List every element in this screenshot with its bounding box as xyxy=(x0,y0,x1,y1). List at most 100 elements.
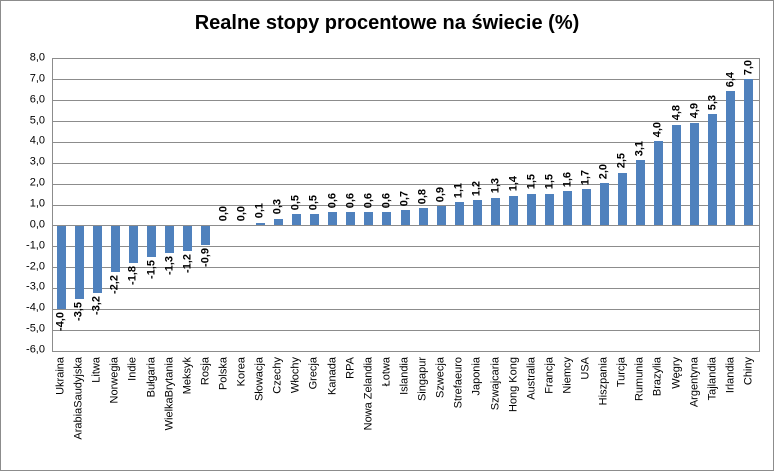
bar-value-label: 0,6 xyxy=(362,193,375,209)
bar xyxy=(328,212,338,225)
category-label: Brazylia xyxy=(652,357,665,397)
category-label: Japonia xyxy=(471,357,484,396)
category-label: Francja xyxy=(543,357,556,394)
bar xyxy=(56,225,66,310)
bar xyxy=(491,197,500,225)
bar xyxy=(255,222,265,225)
category-label: Czechy xyxy=(271,357,284,394)
bar-value-label: 0,5 xyxy=(308,195,321,211)
category-label: Chiny xyxy=(742,357,755,386)
y-tick-label: 3,0 xyxy=(29,155,45,168)
category-label: Korea xyxy=(235,357,248,387)
category-label: RPA xyxy=(344,357,357,379)
bar xyxy=(418,208,428,225)
y-tick-label: -3,0 xyxy=(26,280,45,293)
bar xyxy=(128,225,138,264)
bar-value-label: -1,2 xyxy=(181,253,194,273)
category-label: Norwegia xyxy=(109,357,122,404)
category-label: Australia xyxy=(525,357,538,400)
bar xyxy=(165,225,175,253)
gridline xyxy=(53,204,759,206)
bar-value-label: 1,5 xyxy=(543,174,556,190)
gridline xyxy=(53,267,759,269)
y-tick-label: 6,0 xyxy=(29,93,45,106)
y-tick-label: 4,0 xyxy=(29,134,45,147)
category-label: Nowa Zelandia xyxy=(362,357,375,431)
bar-value-label: 0,0 xyxy=(235,205,248,221)
category-label: Islandia xyxy=(398,357,411,395)
category-label: Łotwa xyxy=(380,357,393,387)
category-label: Szwajcaria xyxy=(489,357,502,411)
gridline xyxy=(53,308,759,310)
bar-value-label: -2,2 xyxy=(109,274,122,294)
bar xyxy=(653,141,663,225)
y-tick-label: 8,0 xyxy=(29,51,45,64)
bar-value-label: -0,9 xyxy=(199,247,212,267)
bar xyxy=(346,212,356,225)
bar xyxy=(635,160,645,225)
bar-value-label: 1,2 xyxy=(471,180,484,196)
bar-value-label: 1,7 xyxy=(579,170,592,186)
category-label: Włochy xyxy=(290,357,303,394)
bar-value-label: 3,1 xyxy=(634,140,647,157)
category-label: Indie xyxy=(127,357,140,381)
y-tick-label: -1,0 xyxy=(26,239,45,252)
bar-value-label: 0,1 xyxy=(253,203,266,219)
bar-value-label: -3,2 xyxy=(90,295,103,315)
category-label: USA xyxy=(579,357,592,380)
category-label: Ukraina xyxy=(54,357,67,395)
category-label: Irlandia xyxy=(724,357,737,394)
bar xyxy=(201,225,211,245)
bar xyxy=(183,225,193,251)
bar xyxy=(436,206,446,225)
bar xyxy=(92,225,102,293)
bar-value-label: 5,3 xyxy=(706,95,719,111)
bar xyxy=(472,199,482,225)
category-label: Kanada xyxy=(326,357,339,395)
bar-value-label: -1,5 xyxy=(145,260,158,280)
bar-value-label: 6,4 xyxy=(724,72,737,88)
bar xyxy=(545,193,555,225)
bar-value-label: 0,3 xyxy=(271,199,284,215)
bar-value-label: 1,3 xyxy=(489,178,502,194)
bar-value-label: 1,5 xyxy=(525,174,538,190)
bar xyxy=(110,225,120,272)
bar-value-label: 0,6 xyxy=(326,193,339,209)
bar xyxy=(599,183,609,225)
y-tick-label: 1,0 xyxy=(29,197,45,210)
category-label: Argentyna xyxy=(688,357,701,408)
gridline xyxy=(53,121,759,123)
category-label: WielkaBrytania xyxy=(163,357,176,431)
category-label: Niemcy xyxy=(561,357,574,394)
y-tick-label: -4,0 xyxy=(26,301,45,314)
bar-value-label: 0,6 xyxy=(380,193,393,209)
bar-value-label: 0,9 xyxy=(434,186,447,203)
category-label: Hiszpania xyxy=(597,357,610,406)
bar-value-label: -3,5 xyxy=(72,301,85,321)
category-label: Hong Kong xyxy=(507,357,520,413)
bar xyxy=(454,201,464,225)
y-tick-label: -5,0 xyxy=(26,322,45,335)
category-label: Rumunia xyxy=(634,357,647,402)
y-tick-label: 0,0 xyxy=(29,218,45,231)
category-label: Szwecja xyxy=(434,357,447,398)
bar-value-label: 1,6 xyxy=(561,172,574,188)
bar xyxy=(382,212,392,225)
bar xyxy=(74,225,84,299)
category-label: ArabiaSaudyjska xyxy=(72,357,85,440)
bar-value-label: 4,8 xyxy=(670,105,683,121)
gridline xyxy=(53,329,759,331)
bar xyxy=(273,218,283,225)
gridline xyxy=(53,287,759,289)
bar-value-label: 0,7 xyxy=(398,190,411,207)
gridline xyxy=(53,100,759,102)
gridline xyxy=(53,162,759,164)
bar-value-label: 4,0 xyxy=(652,122,665,138)
bar xyxy=(617,172,627,225)
bar xyxy=(147,225,157,258)
category-label: Grecja xyxy=(308,357,321,390)
bar xyxy=(364,212,374,225)
bar xyxy=(527,193,537,225)
gridline xyxy=(53,246,759,248)
